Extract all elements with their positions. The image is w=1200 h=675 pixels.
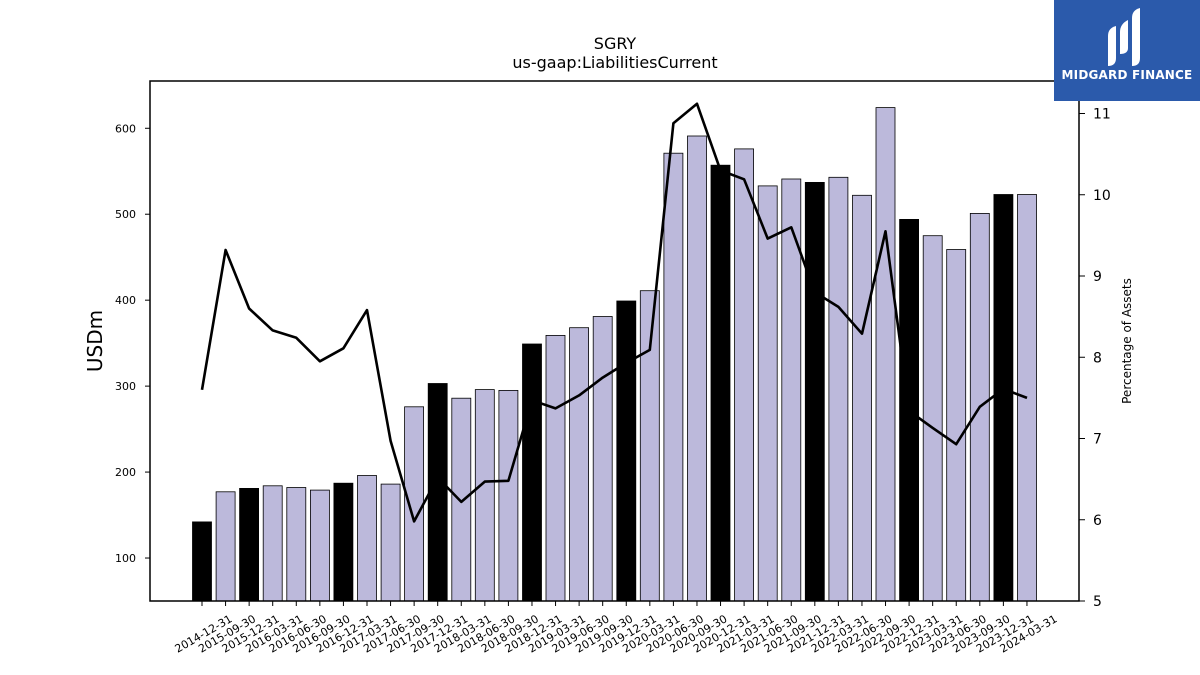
bar	[852, 194, 872, 602]
series-line	[200, 102, 1028, 523]
bar	[875, 107, 896, 602]
bar	[239, 487, 260, 602]
logo-mark-icon	[1108, 8, 1140, 66]
y2-tick-label: 11	[1093, 107, 1111, 123]
bar	[804, 181, 825, 602]
bar	[262, 485, 283, 602]
y-axis: 100 200 300 400 500 600	[115, 122, 150, 565]
bar	[286, 487, 307, 602]
bar	[639, 290, 660, 602]
y2-tick-label: 10	[1093, 188, 1111, 204]
bar	[192, 521, 212, 602]
y2-axis-label: Percentage of Assets	[1120, 278, 1134, 404]
bar	[922, 235, 943, 602]
plot-frame	[149, 80, 1080, 602]
bars	[192, 107, 1037, 602]
bar	[993, 194, 1014, 602]
bar	[404, 406, 425, 602]
bar	[569, 327, 589, 602]
y2-tick-label: 6	[1093, 513, 1102, 529]
bar	[757, 185, 778, 602]
bar	[710, 164, 731, 602]
y2-tick-label: 8	[1093, 350, 1102, 366]
y-tick-label: 100	[115, 552, 136, 565]
chart-title: SGRY	[594, 34, 637, 53]
bar	[451, 397, 472, 602]
x-axis: 2014-12-312015-09-302015-12-312016-03-31…	[173, 601, 1060, 656]
bar	[215, 491, 236, 602]
bar	[592, 316, 613, 602]
y2-tick-label: 5	[1093, 594, 1102, 610]
bar	[734, 148, 754, 602]
y-tick-label: 600	[115, 122, 136, 135]
y-tick-label: 500	[115, 208, 136, 221]
bar	[687, 135, 707, 602]
y2-axis: 5 6 7 8 9 10 11	[1079, 107, 1111, 610]
bar	[663, 152, 684, 602]
line-layer	[200, 102, 1028, 523]
chart-subtitle: us-gaap:LiabilitiesCurrent	[512, 53, 717, 72]
bar	[357, 475, 377, 602]
logo-text: MIDGARD FINANCE	[1061, 68, 1193, 82]
midgard-finance-logo: MIDGARD FINANCE	[1054, 0, 1200, 101]
bar	[309, 489, 330, 602]
y-axis-label: USDm	[83, 310, 107, 372]
y-tick-label: 200	[115, 466, 136, 479]
bar	[946, 249, 967, 602]
y2-tick-label: 9	[1093, 269, 1102, 285]
y-tick-label: 300	[115, 380, 136, 393]
bar	[498, 389, 519, 602]
bar	[474, 389, 495, 602]
bar	[333, 482, 354, 602]
bar	[828, 176, 849, 602]
bar	[616, 300, 637, 602]
bar	[545, 334, 566, 602]
y-tick-label: 400	[115, 294, 136, 307]
bar	[380, 483, 401, 602]
y2-tick-label: 7	[1093, 432, 1102, 448]
bar	[522, 343, 542, 602]
